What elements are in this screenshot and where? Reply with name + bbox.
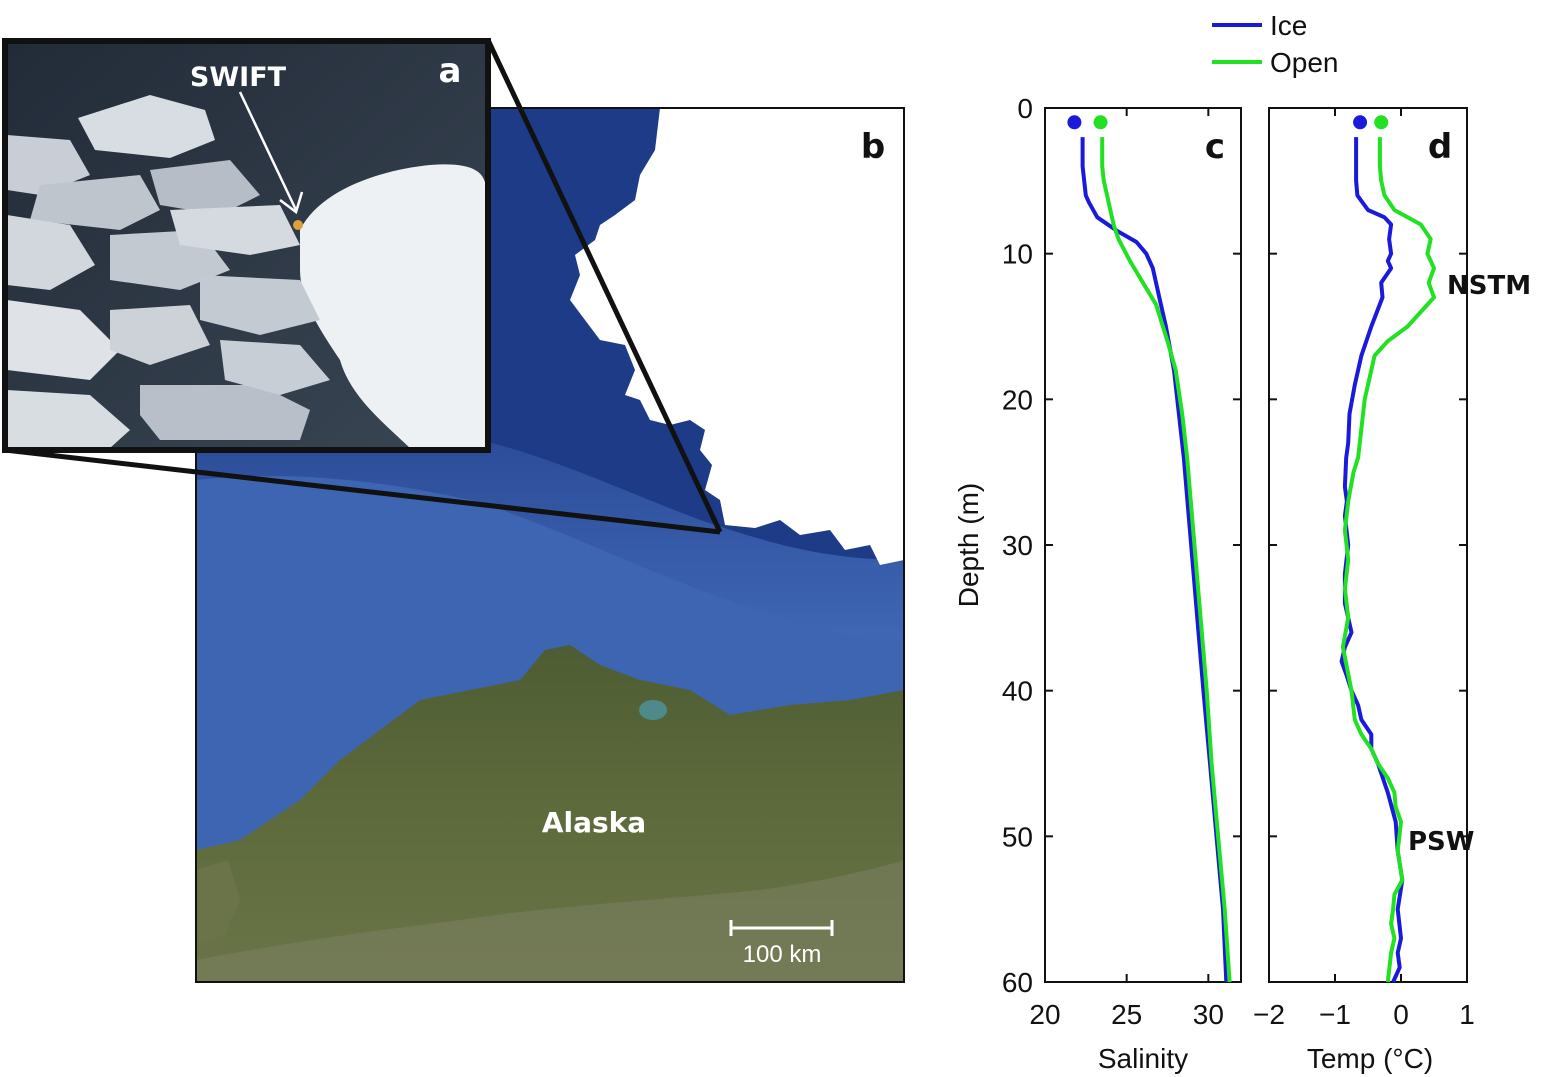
scale-bar-label: 100 km [743, 941, 822, 968]
map-frame [195, 107, 905, 983]
temperature-y-ticks [1269, 107, 1467, 983]
panel-letter-c: c [1205, 127, 1225, 167]
surface-point-ice [1353, 115, 1368, 130]
x-tick-label: 0 [1393, 999, 1409, 1030]
annotation-psw: PSW [1408, 827, 1474, 857]
photo-floe [110, 305, 210, 365]
map-panel [196, 108, 904, 982]
swift-pointer [238, 91, 298, 211]
y-tick-label: 10 [1002, 239, 1033, 270]
y-tick-label: 0 [1017, 93, 1033, 124]
photo-floe [220, 340, 330, 395]
map-shelf-slope [196, 423, 904, 640]
y-tick-label: 20 [1002, 384, 1033, 415]
x-tick-label: 30 [1193, 999, 1224, 1030]
x-tick-label: −1 [1319, 999, 1351, 1030]
photo-floe [170, 205, 300, 255]
salinity-plot-frame [1044, 107, 1242, 983]
surface-point-ice [1067, 115, 1082, 130]
series-line-ice [1339, 137, 1405, 983]
temperature-chart: −2 −1 0 1 d Temp (°C) NSTM PSW [1253, 107, 1531, 1074]
photo-floe [200, 275, 320, 335]
y-tick-label: 30 [1002, 530, 1033, 561]
annotation-nstm: NSTM [1447, 271, 1531, 301]
scale-bar [729, 920, 834, 936]
panel-letter-a: a [439, 51, 462, 91]
photo-floe [7, 390, 130, 448]
series-line-open [1100, 137, 1232, 983]
photo-panel [7, 43, 486, 448]
surface-point-open [1093, 115, 1108, 130]
depth-y-axis-label: Depth (m) [953, 483, 984, 607]
photo-floe-large [300, 164, 486, 448]
series-line-open [1340, 137, 1436, 983]
y-tick-label: 50 [1002, 821, 1033, 852]
salinity-x-ticks: 20 25 30 [1029, 108, 1224, 1030]
map-spit [196, 860, 240, 945]
photo-frame [2, 38, 491, 453]
swift-label: SWIFT [190, 62, 287, 93]
swift-buoy [293, 220, 303, 230]
map-lake [639, 700, 667, 720]
legend-label-open: Open [1270, 47, 1339, 78]
map-region-label: Alaska [542, 806, 646, 839]
temperature-x-ticks: −2 −1 0 1 [1253, 108, 1475, 1030]
legend-label-ice: Ice [1270, 10, 1307, 41]
photo-floe [7, 135, 90, 195]
panel-letter-d: d [1428, 127, 1452, 167]
map-sea-ice [570, 108, 904, 565]
photo-floe [150, 160, 260, 215]
panel-letter-b: b [861, 127, 885, 167]
salinity-x-axis-label: Salinity [1098, 1043, 1188, 1074]
y-tick-label: 60 [1002, 967, 1033, 998]
x-tick-label: 1 [1459, 999, 1475, 1030]
salinity-series [1067, 115, 1232, 983]
photo-floe [140, 385, 310, 440]
temperature-x-axis-label: Temp (°C) [1307, 1043, 1433, 1074]
photo-floe [7, 300, 120, 380]
salinity-y-ticks: 0 10 20 30 40 50 60 [1002, 93, 1241, 998]
series-line-ice [1080, 137, 1229, 983]
y-tick-label: 40 [1002, 676, 1033, 707]
photo-floe [78, 95, 215, 158]
zoom-line-top [485, 38, 723, 534]
map-mountains [196, 860, 904, 982]
temperature-series [1339, 115, 1436, 983]
zoom-line-bottom [4, 447, 721, 535]
swift-pointer-head [279, 191, 304, 215]
legend: Ice Open [1212, 10, 1339, 78]
photo-floe [30, 175, 160, 230]
surface-point-open [1374, 115, 1389, 130]
x-tick-label: 20 [1029, 999, 1060, 1030]
salinity-chart: 0 10 20 30 40 50 60 20 25 30 c Salinity Depth (m… [953, 93, 1242, 1074]
photo-floe [7, 215, 95, 290]
x-tick-label: −2 [1253, 999, 1285, 1030]
x-tick-label: 25 [1111, 999, 1142, 1030]
